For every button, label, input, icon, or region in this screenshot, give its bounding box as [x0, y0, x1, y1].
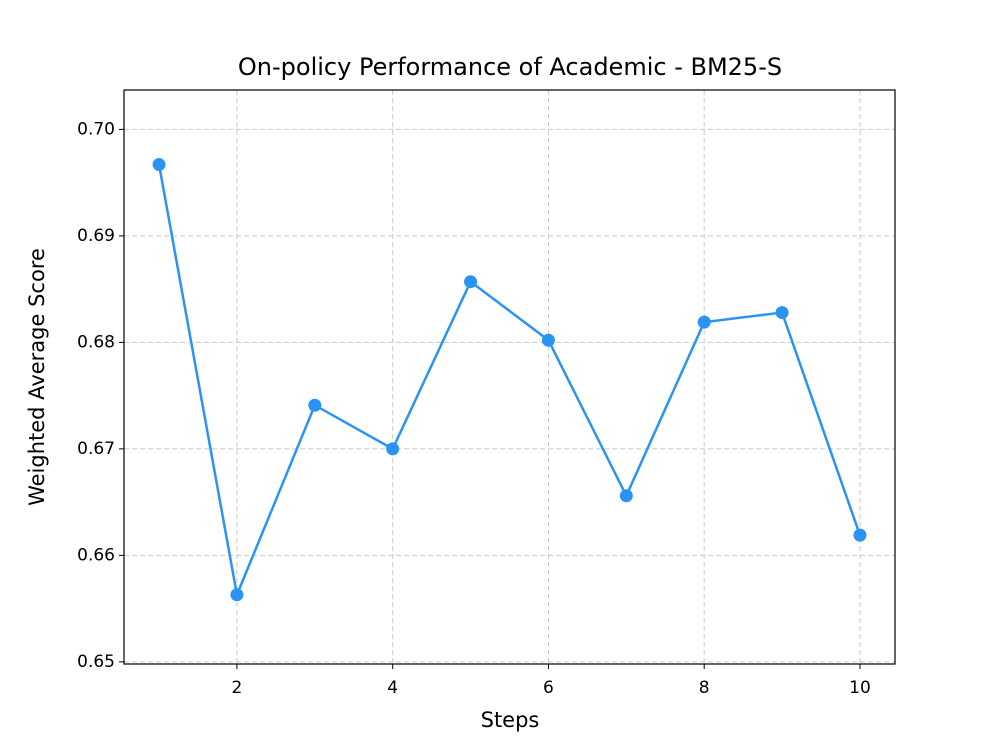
data-point — [775, 306, 789, 320]
y-tick-label: 0.69 — [77, 226, 115, 246]
data-point — [619, 489, 633, 503]
y-tick-label: 0.67 — [77, 439, 115, 459]
data-point — [386, 442, 400, 456]
data-point — [230, 588, 244, 602]
data-point — [697, 315, 711, 329]
data-point — [308, 398, 322, 412]
y-tick-label: 0.66 — [77, 545, 115, 565]
data-point — [464, 275, 478, 289]
data-point — [853, 528, 867, 542]
y-tick-label: 0.65 — [77, 652, 115, 672]
x-tick-label: 6 — [543, 678, 554, 698]
y-axis-label: Weighted Average Score — [25, 248, 49, 506]
chart-title: On-policy Performance of Academic - BM25… — [238, 53, 782, 81]
x-tick-label: 8 — [699, 678, 710, 698]
x-tick-label: 4 — [387, 678, 398, 698]
x-axis-label: Steps — [481, 708, 540, 732]
y-tick-label: 0.68 — [77, 332, 115, 352]
data-point — [541, 333, 555, 347]
x-tick-label: 10 — [849, 678, 871, 698]
plot-frame — [123, 89, 896, 665]
data-line — [157, 164, 862, 600]
x-tick-label: 2 — [232, 678, 243, 698]
y-tick-label: 0.70 — [77, 119, 115, 139]
data-point — [152, 158, 166, 172]
